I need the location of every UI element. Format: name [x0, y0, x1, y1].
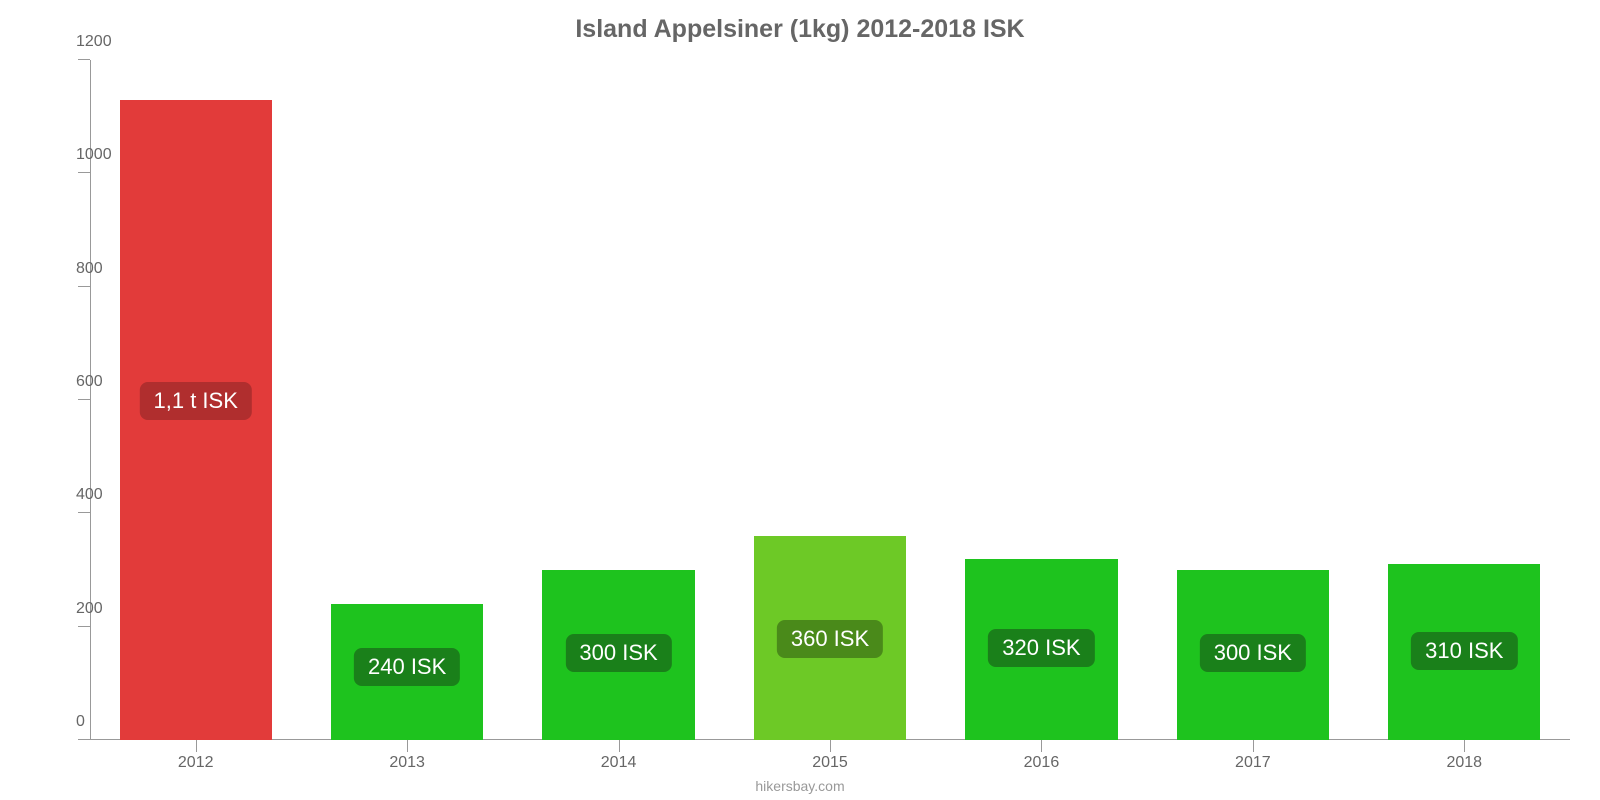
- bar-value-label: 310 ISK: [1411, 632, 1517, 670]
- y-tick: [78, 626, 90, 627]
- x-tick-label: 2017: [1235, 754, 1271, 772]
- bar-value-label: 300 ISK: [1200, 634, 1306, 672]
- plot-area: 02004006008001000120020121,1 t ISK201324…: [90, 60, 1570, 740]
- x-tick-label: 2014: [601, 754, 637, 772]
- y-tick: [78, 286, 90, 287]
- bar-value-label: 1,1 t ISK: [140, 382, 252, 420]
- x-tick-label: 2018: [1446, 754, 1482, 772]
- x-tick: [1041, 740, 1042, 752]
- x-tick: [1253, 740, 1254, 752]
- x-tick-label: 2016: [1024, 754, 1060, 772]
- x-tick: [1464, 740, 1465, 752]
- y-tick: [78, 739, 90, 740]
- y-tick: [78, 512, 90, 513]
- chart-title: Island Appelsiner (1kg) 2012-2018 ISK: [0, 15, 1600, 44]
- x-tick-label: 2015: [812, 754, 848, 772]
- y-tick: [78, 59, 90, 60]
- source-credit: hikersbay.com: [0, 778, 1600, 794]
- x-tick: [619, 740, 620, 752]
- chart-container: Island Appelsiner (1kg) 2012-2018 ISK 02…: [0, 0, 1600, 800]
- x-tick-label: 2012: [178, 754, 214, 772]
- x-tick: [407, 740, 408, 752]
- bar-value-label: 300 ISK: [565, 634, 671, 672]
- bar-value-label: 240 ISK: [354, 648, 460, 686]
- x-tick-label: 2013: [389, 754, 425, 772]
- bar-value-label: 320 ISK: [988, 629, 1094, 667]
- bar-value-label: 360 ISK: [777, 620, 883, 658]
- x-tick: [196, 740, 197, 752]
- y-tick: [78, 172, 90, 173]
- x-tick: [830, 740, 831, 752]
- y-tick: [78, 399, 90, 400]
